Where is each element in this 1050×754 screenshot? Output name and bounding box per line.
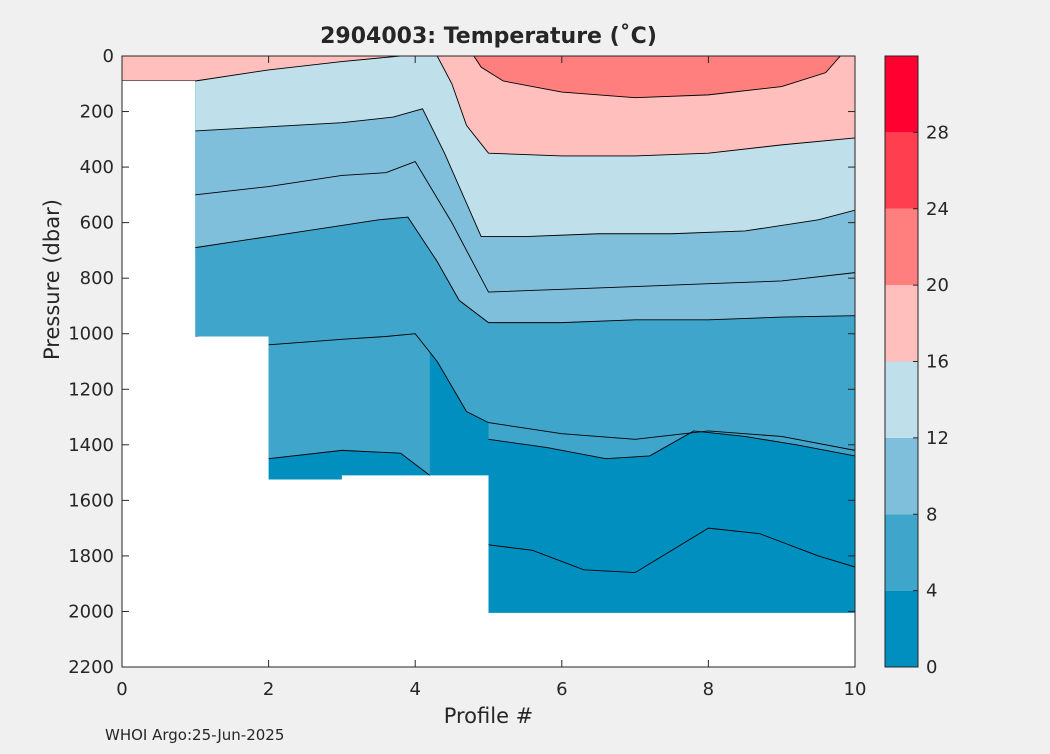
temperature-field xyxy=(122,56,855,613)
isotherm-line-20 xyxy=(473,56,841,99)
isotherm-line-8 xyxy=(195,216,855,324)
chart-title: 2904003: Temperature (˚C) xyxy=(320,24,657,49)
colorbar-segment xyxy=(885,590,918,667)
isotherm-line-4 xyxy=(488,430,855,460)
y-tick-label: 1800 xyxy=(68,546,114,567)
colorbar-tick-label: 8 xyxy=(926,504,937,525)
isotherm-line-3 xyxy=(488,527,855,574)
y-tick-label: 800 xyxy=(80,268,114,289)
x-tick-label: 4 xyxy=(409,679,420,700)
isotherm-line-4 xyxy=(268,449,431,476)
y-tick-label: 2000 xyxy=(68,601,114,622)
x-tick-label: 8 xyxy=(703,679,714,700)
x-tick-label: 0 xyxy=(116,679,127,700)
colorbar-segment xyxy=(885,514,918,591)
x-tick-label: 6 xyxy=(556,679,567,700)
y-tick-label: 1200 xyxy=(68,379,114,400)
y-axis-label: Pressure (dbar) xyxy=(40,199,64,360)
colorbar-segment xyxy=(885,361,918,438)
colorbar-segment xyxy=(885,437,918,515)
y-tick-label: 2200 xyxy=(68,657,114,678)
y-tick-label: 1000 xyxy=(68,324,114,345)
colorbar-tick-label: 16 xyxy=(926,352,949,373)
x-tick-label: 10 xyxy=(844,679,867,700)
y-tick-label: 1400 xyxy=(68,435,114,456)
isotherm-line-16 xyxy=(122,56,855,157)
colorbar-segment xyxy=(885,56,918,133)
colorbar-tick-label: 0 xyxy=(926,657,937,678)
y-tick-label: 600 xyxy=(80,213,114,234)
colorbar-tick-label: 28 xyxy=(926,122,949,143)
y-tick-label: 400 xyxy=(80,157,114,178)
colorbar-tick-label: 20 xyxy=(926,275,949,296)
colorbar-segment xyxy=(885,132,918,209)
isotherm-line-10 xyxy=(195,160,855,293)
colorbar-tick-label: 4 xyxy=(926,581,937,602)
colorbar-tick-label: 24 xyxy=(926,199,949,220)
isotherm-line-12 xyxy=(195,108,855,237)
credit-text: WHOI Argo:25-Jun-2025 xyxy=(105,726,285,744)
y-tick-label: 1600 xyxy=(68,490,114,511)
colorbar-tick-label: 12 xyxy=(926,428,949,449)
isotherm-line-6 xyxy=(195,333,855,451)
x-axis-label: Profile # xyxy=(443,704,534,728)
x-tick-label: 2 xyxy=(263,679,274,700)
y-tick-label: 0 xyxy=(103,46,114,67)
y-tick-label: 200 xyxy=(80,102,114,123)
plot-frame xyxy=(121,55,856,668)
colorbar-segment xyxy=(885,208,918,286)
colorbar-segment xyxy=(885,285,918,362)
isotherm-region-20 xyxy=(473,56,841,98)
